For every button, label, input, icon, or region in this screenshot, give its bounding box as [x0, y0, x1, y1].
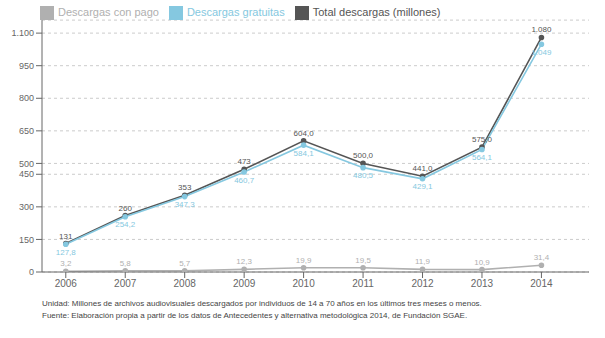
svg-text:450: 450 [19, 169, 34, 179]
html-text:Descargas gratuitas: Descargas gratuitas [186, 6, 285, 18]
svg-text:0: 0 [29, 267, 34, 277]
svg-text:150: 150 [19, 235, 34, 245]
svg-text:473: 473 [237, 157, 251, 166]
svg-text:2013: 2013 [471, 278, 494, 289]
svg-text:11,9: 11,9 [415, 257, 431, 266]
svg-text:31,4: 31,4 [534, 253, 550, 262]
svg-text:2012: 2012 [411, 278, 434, 289]
svg-text:2014: 2014 [530, 278, 553, 289]
svg-text:564,1: 564,1 [472, 153, 493, 162]
svg-text:800: 800 [19, 93, 34, 103]
svg-text:10,9: 10,9 [474, 258, 490, 267]
svg-text:2011: 2011 [352, 278, 374, 289]
svg-text:1.049: 1.049 [531, 48, 552, 57]
svg-text:3,2: 3,2 [60, 259, 72, 268]
svg-text:2006: 2006 [55, 278, 78, 289]
svg-text:19,9: 19,9 [296, 256, 312, 265]
svg-text:429,1: 429,1 [413, 182, 434, 191]
svg-text:650: 650 [19, 126, 34, 136]
svg-text:950: 950 [19, 61, 34, 71]
html-text:Total descargas (millones): Total descargas (millones) [312, 6, 441, 18]
svg-text:2008: 2008 [174, 278, 197, 289]
svg-text:127,8: 127,8 [56, 248, 77, 257]
svg-text:1.080: 1.080 [531, 25, 552, 34]
html-text:Unidad: Millones de archivos a: Unidad: Millones de archivos audiovisual… [42, 299, 482, 308]
svg-text:480,5: 480,5 [353, 171, 374, 180]
svg-text:5,7: 5,7 [179, 259, 191, 268]
svg-text:260: 260 [119, 204, 133, 213]
svg-text:500,0: 500,0 [353, 151, 374, 160]
svg-text:19,5: 19,5 [355, 256, 371, 265]
svg-text:5,8: 5,8 [120, 259, 132, 268]
svg-text:12,3: 12,3 [236, 257, 252, 266]
svg-text:500: 500 [19, 159, 34, 169]
svg-text:2010: 2010 [292, 278, 315, 289]
svg-text:353: 353 [178, 183, 192, 192]
html-text:Descargas con pago: Descargas con pago [58, 6, 159, 18]
svg-text:584,1: 584,1 [294, 149, 315, 158]
svg-text:604,0: 604,0 [294, 129, 315, 138]
svg-text:347,3: 347,3 [175, 200, 196, 209]
svg-text:460,7: 460,7 [234, 176, 255, 185]
svg-text:2009: 2009 [233, 278, 256, 289]
svg-text:254,2: 254,2 [115, 220, 136, 229]
svg-text:131: 131 [59, 232, 73, 241]
svg-text:300: 300 [19, 202, 34, 212]
html-text:Fuente: Elaboración propia a p: Fuente: Elaboración propia a partir de l… [42, 311, 468, 320]
svg-text:2007: 2007 [114, 278, 137, 289]
svg-text:441,0: 441,0 [413, 164, 434, 173]
svg-text:1.100: 1.100 [11, 28, 34, 38]
svg-text:575,0: 575,0 [472, 135, 493, 144]
